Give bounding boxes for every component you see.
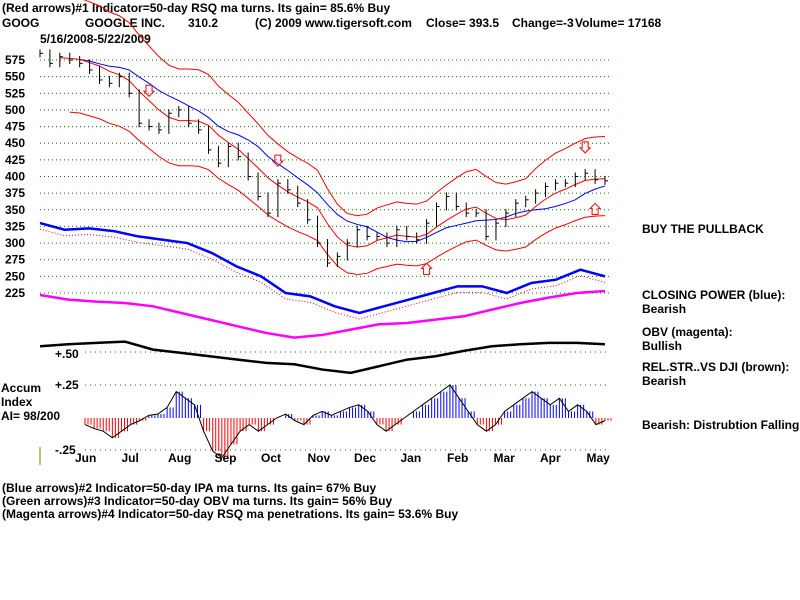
footer-line-3: (Magenta arrows)#4 Indicator=50-day RSQ …: [2, 507, 459, 521]
obv-label: OBV (magenta):: [642, 325, 733, 339]
rs-value: Bearish: [642, 374, 687, 388]
buy-arrow-icon: [420, 262, 433, 275]
y-tick-label: 550: [5, 70, 25, 84]
y-tick-label: 425: [5, 153, 25, 167]
y-tick-label: 450: [5, 136, 25, 150]
rel-strength-line: [39, 340, 606, 375]
label-plus25: +.25: [55, 378, 79, 392]
y-tick-label: 250: [5, 269, 25, 283]
label-minus25: -.25: [55, 443, 76, 457]
cp-value: Bearish: [642, 302, 687, 316]
accum-title-2: Index: [1, 395, 33, 409]
x-tick-label: Jan: [401, 451, 422, 465]
obv-value: Bullish: [642, 339, 683, 353]
volume-value: Volume= 17168: [575, 16, 662, 30]
x-tick-label: Dec: [354, 451, 376, 465]
sell-arrow-icon: [578, 141, 592, 154]
x-tick-label: Nov: [308, 451, 331, 465]
closing-power-line: [39, 221, 606, 315]
accum-index-line: [84, 384, 606, 459]
y-tick-label: 300: [5, 236, 25, 250]
change-value: Change=-3: [512, 16, 574, 30]
x-tick-label: Mar: [494, 451, 516, 465]
close-value: Close= 393.5: [426, 16, 500, 30]
buy-note: BUY THE PULLBACK: [642, 222, 764, 236]
indicator-title: (Red arrows)#1 Indicator=50-day RSQ ma t…: [2, 1, 391, 15]
x-tick-label: Sep: [215, 451, 237, 465]
sell-arrow-icon: [142, 84, 156, 97]
y-tick-label: 325: [5, 219, 25, 233]
upper-band: [83, 0, 606, 217]
footer-line-2: (Green arrows)#3 Indicator=50-day OBV ma…: [2, 494, 393, 508]
y-tick-label: 225: [5, 286, 25, 300]
footer-line-1: (Blue arrows)#2 Indicator=50-day IPA ma …: [2, 481, 377, 495]
ticker: GOOG: [2, 16, 40, 30]
y-tick-label: 500: [5, 103, 25, 117]
copyright: (C) 2009 www.tigersoft.com: [255, 16, 412, 30]
buy-arrow-icon: [588, 202, 602, 215]
y-tick-label: 375: [5, 186, 25, 200]
rs-label: REL.STR..VS DJI (brown):: [642, 360, 790, 374]
y-tick-label: 400: [5, 170, 25, 184]
x-tick-label: Feb: [447, 451, 468, 465]
x-tick-label: Jul: [122, 451, 139, 465]
ma-short-line: [59, 57, 606, 248]
x-tick-label: Oct: [261, 451, 281, 465]
y-tick-label: 275: [5, 253, 25, 267]
label-plus50: +.50: [55, 347, 79, 361]
y-tick-label: 575: [5, 53, 25, 67]
accum-ai: AI= 98/200: [1, 409, 61, 423]
ai-summary: Bearish: Distrubtion Falling.: [642, 418, 800, 432]
date-range: 5/16/2008-5/22/2009: [40, 32, 151, 46]
y-tick-label: 525: [5, 86, 25, 100]
y-tick-label: 350: [5, 203, 25, 217]
value: 310.2: [188, 16, 219, 30]
sell-arrow-icon: [271, 154, 285, 167]
cp-label: CLOSING POWER (blue):: [642, 288, 786, 302]
y-tick-label: 475: [5, 120, 25, 134]
x-tick-label: Jun: [75, 451, 96, 465]
ma-long-line: [79, 58, 606, 243]
accum-title-1: Accum: [1, 381, 42, 395]
x-tick-label: Aug: [168, 451, 191, 465]
company-name: GOOGLE INC.: [85, 16, 166, 30]
x-tick-label: Apr: [540, 451, 561, 465]
x-tick-label: May: [587, 451, 611, 465]
obv-line: [39, 289, 606, 339]
